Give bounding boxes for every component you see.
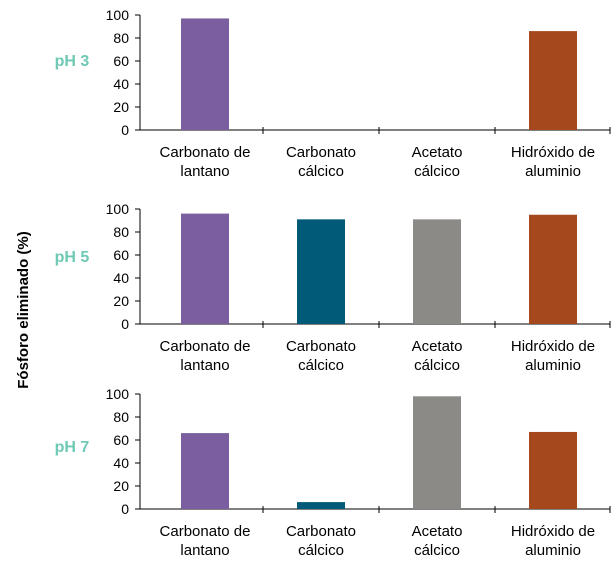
bar-1	[181, 18, 229, 131]
bar-3	[413, 219, 461, 324]
y-tick-label: 100	[106, 201, 130, 217]
category-label: cálcico	[414, 542, 460, 558]
category-label: Carbonato	[286, 338, 356, 355]
category-label: Carbonato de	[160, 523, 251, 540]
y-tick-label: 0	[121, 501, 129, 517]
panel-label: pH 5	[55, 249, 90, 266]
y-tick-label: 20	[113, 478, 129, 494]
y-tick-label: 0	[121, 316, 129, 332]
category-label: cálcico	[298, 542, 344, 558]
category-label: aluminio	[525, 357, 581, 374]
panel-label: pH 3	[55, 53, 90, 70]
category-label: Hidróxido de	[511, 523, 595, 540]
category-label: Acetato	[412, 523, 463, 540]
category-label: Carbonato	[286, 523, 356, 540]
y-tick-label: 60	[113, 247, 129, 263]
category-label: Hidróxido de	[511, 338, 595, 355]
y-tick-label: 20	[113, 99, 129, 115]
category-label: Carbonato de	[160, 144, 251, 161]
category-label: Carbonato de	[160, 338, 251, 355]
y-tick-label: 20	[113, 293, 129, 309]
panel-label: pH 7	[55, 439, 90, 456]
y-tick-label: 100	[106, 386, 130, 402]
category-label: cálcico	[298, 163, 344, 180]
y-tick-label: 80	[113, 409, 129, 425]
y-tick-label: 40	[113, 455, 129, 471]
category-label: Acetato	[412, 338, 463, 355]
y-tick-label: 60	[113, 53, 129, 69]
category-label: cálcico	[298, 357, 344, 374]
category-label: Hidróxido de	[511, 144, 595, 161]
category-label: aluminio	[525, 163, 581, 180]
category-label: Acetato	[412, 144, 463, 161]
category-label: cálcico	[414, 163, 460, 180]
bar-4	[529, 214, 577, 324]
bar-2	[297, 219, 345, 324]
y-tick-label: 60	[113, 432, 129, 448]
bar-2	[297, 502, 345, 509]
category-label: lantano	[180, 542, 229, 558]
y-tick-label: 40	[113, 270, 129, 286]
category-label: lantano	[180, 357, 229, 374]
y-tick-label: 80	[113, 30, 129, 46]
bar-4	[529, 31, 577, 131]
category-label: Carbonato	[286, 144, 356, 161]
y-axis-label: Fósforo eliminado (%)	[15, 231, 32, 389]
y-tick-label: 100	[106, 7, 130, 23]
bar-1	[181, 433, 229, 509]
bar-4	[529, 431, 577, 509]
bar-3	[413, 396, 461, 509]
y-tick-label: 80	[113, 224, 129, 240]
category-label: lantano	[180, 163, 229, 180]
y-tick-label: 0	[121, 122, 129, 138]
category-label: cálcico	[414, 357, 460, 374]
y-tick-label: 40	[113, 76, 129, 92]
bar-1	[181, 213, 229, 324]
category-label: aluminio	[525, 542, 581, 558]
